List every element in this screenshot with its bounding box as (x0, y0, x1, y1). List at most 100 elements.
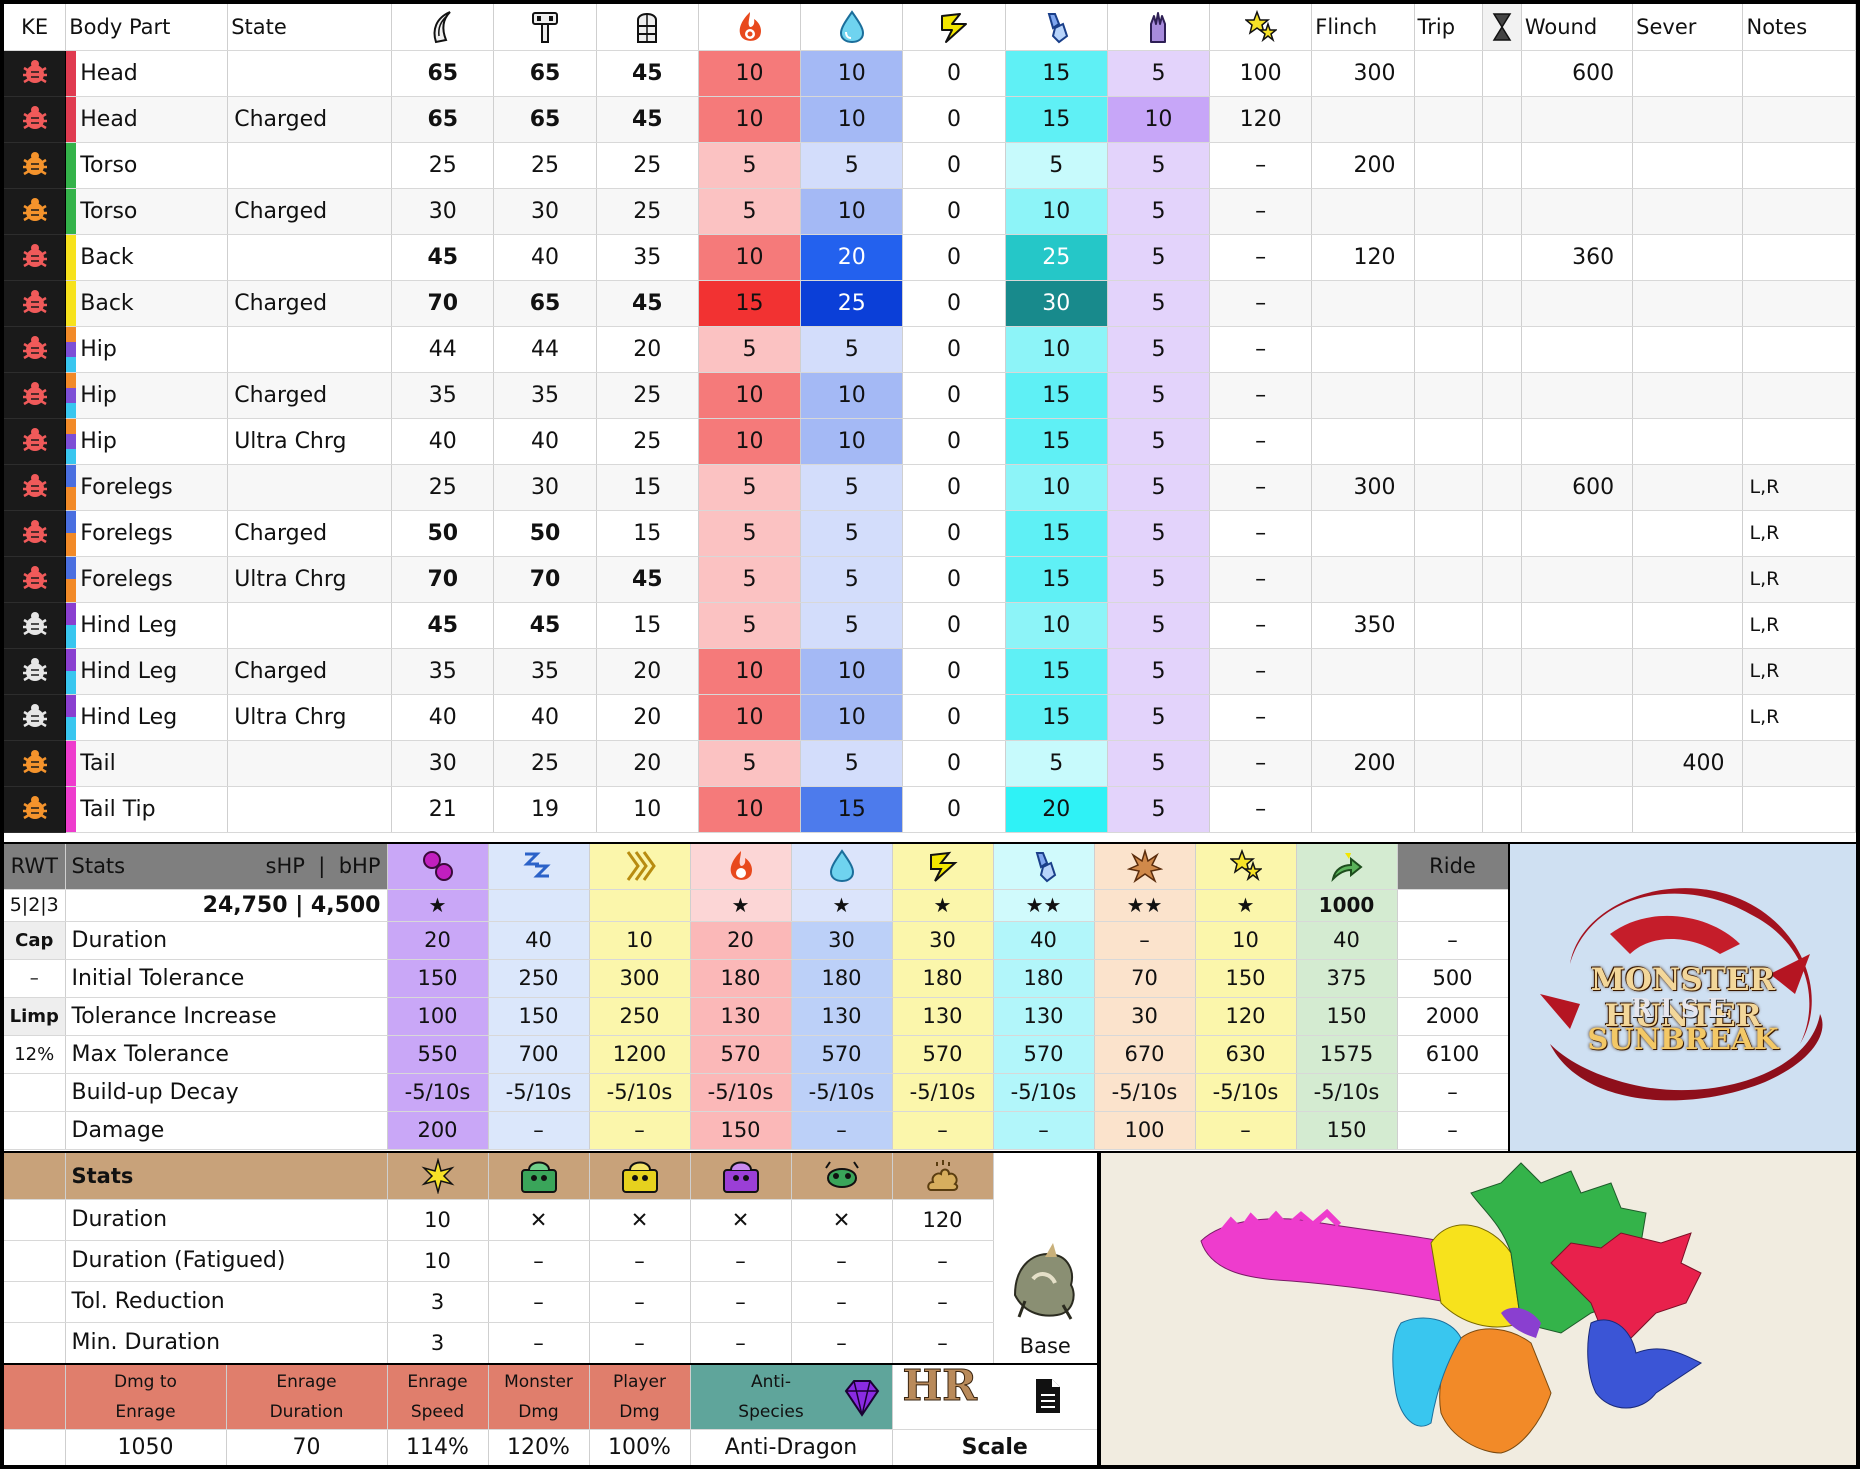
notes-value (1742, 740, 1856, 787)
dragon-value: 5 (1107, 372, 1211, 419)
body-part-label: Hip (80, 428, 117, 454)
sever-value: 50 (391, 510, 495, 557)
trap-row: Duration 10 ✕ ✕ ✕ ✕ 120 (4, 1199, 1097, 1241)
status-value: 570 (690, 1035, 792, 1074)
status-label: Build-up Decay (65, 1073, 388, 1112)
sever-threshold-value (1632, 372, 1744, 419)
sever-threshold-value (1632, 326, 1744, 373)
blunt-value: 65 (493, 280, 597, 327)
trap-value: 3 (387, 1281, 489, 1323)
sonic-bomb-icon (791, 1153, 893, 1200)
hr-scale-header: HR (892, 1365, 1097, 1430)
weakness-row: Tail Tip 21 19 10 10 15 0 20 5– (4, 786, 1856, 833)
wound-value (1521, 142, 1634, 189)
sever-threshold-value (1632, 50, 1744, 97)
weakness-row: Hind Leg Charged 35 35 20 10 10 0 15 5– L,R (4, 648, 1856, 695)
sever-threshold-value (1632, 602, 1744, 649)
status-rating (1397, 889, 1508, 922)
body-part-label: Tail (80, 750, 116, 776)
hp-value: 24,750 | 4,500 (65, 889, 388, 922)
thunder-value: 0 (902, 510, 1006, 557)
body-part-label: Hind Leg (80, 658, 178, 684)
fire-value: 5 (698, 142, 802, 189)
status-row: – Initial Tolerance 150 250 300 180 180 180 180 7… (4, 959, 1508, 998)
status-side-cell: 12% (4, 1035, 66, 1074)
stun-value: – (1209, 510, 1313, 557)
thunder-value: 0 (902, 464, 1006, 511)
hourglass-value (1482, 234, 1522, 281)
blunt-value: 25 (493, 740, 597, 787)
status-value: 150 (1296, 1111, 1398, 1150)
status-label: Tolerance Increase (65, 997, 388, 1036)
body-part: Tail Tip (65, 786, 229, 833)
stun-value: – (1209, 280, 1313, 327)
dragon-value: 5 (1107, 602, 1211, 649)
water-value: 15 (800, 786, 904, 833)
weakness-row: Hip Ultra Chrg 40 40 25 10 10 0 15 5– (4, 418, 1856, 465)
status-value: 200 (387, 1111, 489, 1150)
fire-value: 5 (698, 188, 802, 235)
dragon-value: 5 (1107, 740, 1211, 787)
fire-value: 10 (698, 234, 802, 281)
body-part: Tail (65, 740, 229, 787)
fire-value: 5 (698, 326, 802, 373)
sever-threshold-value (1632, 648, 1744, 695)
notes-value: L,R (1742, 556, 1856, 603)
notes-value (1742, 418, 1856, 465)
weakness-table-panel: KE Body Part State Flinch Trip Wound Sev… (4, 4, 1856, 842)
trap-value: – (690, 1240, 792, 1282)
notes-value (1742, 142, 1856, 189)
kinsect-extract-icon (4, 326, 67, 373)
poison-icon (387, 844, 489, 890)
dmg-to-enrage-header: Dmg to Enrage (65, 1365, 227, 1430)
sever-value: 25 (391, 464, 495, 511)
part-state (227, 234, 393, 281)
trip-value (1414, 464, 1484, 511)
thunder-value: 0 (902, 96, 1006, 143)
anti-species-gem-icon (844, 1380, 879, 1417)
stun-value: – (1209, 648, 1313, 695)
shock-trap-icon (488, 1153, 590, 1200)
status-value: 670 (1094, 1035, 1196, 1074)
trip-value (1414, 50, 1484, 97)
flinch-value (1311, 188, 1415, 235)
sever-value: 35 (391, 372, 495, 419)
fire-value: 5 (698, 602, 802, 649)
status-value: 375 (1296, 959, 1398, 998)
thunder-value: 0 (902, 234, 1006, 281)
thunder-value: 0 (902, 50, 1006, 97)
trap-value: – (791, 1322, 893, 1363)
kinsect-extract-icon (4, 510, 67, 557)
trap-value: – (589, 1240, 691, 1282)
document-icon (1036, 1379, 1060, 1413)
shot-value: 25 (596, 188, 699, 235)
status-value: 130 (791, 997, 893, 1036)
fire-value: 10 (698, 96, 802, 143)
notes-value: L,R (1742, 602, 1856, 649)
status-value: 100 (387, 997, 489, 1036)
trap-value: – (892, 1322, 994, 1363)
part-state: Charged (227, 372, 393, 419)
col-state: State (227, 4, 393, 51)
ice-value: 5 (1005, 740, 1108, 787)
body-part-label: Torso (80, 198, 138, 224)
blunt-value: 45 (493, 602, 597, 649)
wound-value (1521, 648, 1634, 695)
status-rating: ★★ (1094, 889, 1196, 922)
dragon-value: 5 (1107, 786, 1211, 833)
status-side-cell: Cap (4, 921, 66, 960)
status-value: 6100 (1397, 1035, 1508, 1074)
weakness-row: Hip 44 44 20 5 5 0 10 5– (4, 326, 1856, 373)
part-state: Ultra Chrg (227, 556, 393, 603)
notes-value: L,R (1742, 694, 1856, 741)
ice-value: 15 (1005, 50, 1108, 97)
trap-value: – (488, 1240, 590, 1282)
shot-value: 35 (596, 234, 699, 281)
wound-value (1521, 556, 1634, 603)
flinch-value: 300 (1311, 464, 1415, 511)
flinch-value (1311, 96, 1415, 143)
sever-value: 25 (391, 142, 495, 189)
sever-threshold-value (1632, 510, 1744, 557)
wound-value (1521, 280, 1634, 327)
player-dmg-header: Player Dmg (589, 1365, 691, 1430)
